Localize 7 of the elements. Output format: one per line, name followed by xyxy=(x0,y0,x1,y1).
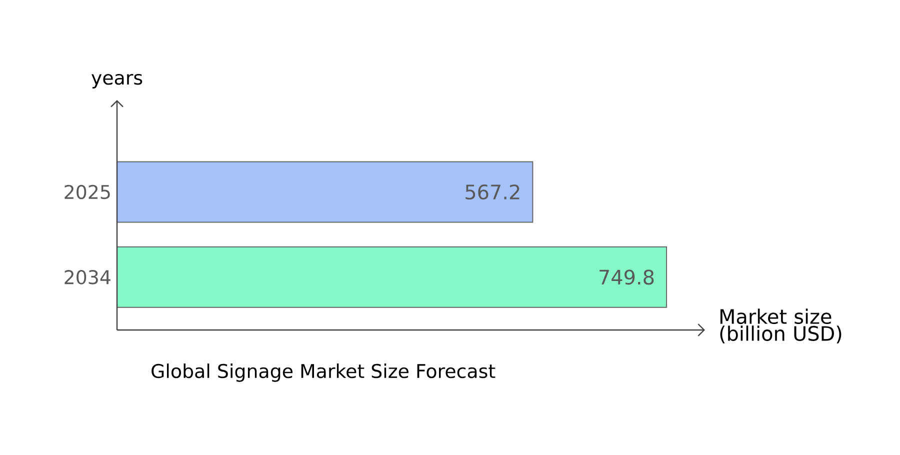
x-axis-title: Market size (billion USD) xyxy=(720,308,842,344)
y-tick-label: 2034 xyxy=(64,270,110,284)
y-tick-label: 2025 xyxy=(64,184,110,200)
text: Global Signage Market Size Forecast xyxy=(152,364,496,382)
data-label: 567.2 xyxy=(466,184,520,200)
y-axis-title: years xyxy=(92,74,142,88)
data-label: 749.8 xyxy=(600,270,654,285)
